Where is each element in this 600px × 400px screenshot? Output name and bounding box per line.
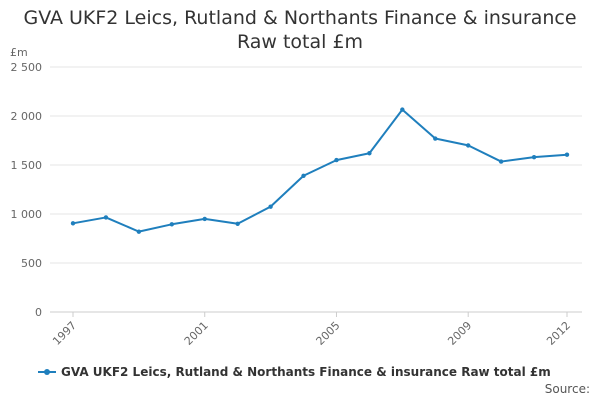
series-group <box>70 107 570 234</box>
x-tick-label: 2009 <box>445 319 474 348</box>
chart-title: GVA UKF2 Leics, Rutland & Northants Fina… <box>0 6 600 54</box>
data-point[interactable] <box>498 159 504 164</box>
y-tick-label: 1 500 <box>11 159 43 172</box>
data-point[interactable] <box>531 154 537 160</box>
y-tick-label: 2 500 <box>11 61 43 74</box>
data-point[interactable] <box>301 173 306 178</box>
y-tick-label: 2 000 <box>11 110 43 123</box>
data-point[interactable] <box>268 204 273 209</box>
data-point[interactable] <box>70 221 76 226</box>
data-point[interactable] <box>136 229 142 234</box>
data-point[interactable] <box>334 157 339 163</box>
y-tick-label: 500 <box>21 257 42 270</box>
data-point[interactable] <box>235 221 240 226</box>
x-tick-label: 2001 <box>182 319 211 348</box>
y-tick-label: 1 000 <box>11 208 43 221</box>
chart-title-line2: Raw total £m <box>236 31 364 53</box>
source-label: Source: <box>544 382 590 396</box>
chart-title-line1: GVA UKF2 Leics, Rutland & Northants Fina… <box>23 7 577 29</box>
data-point[interactable] <box>400 107 405 112</box>
data-point[interactable] <box>466 143 471 148</box>
x-tick-label: 1997 <box>50 319 79 348</box>
x-axis-ticks: 1997 2001 2005 2009 2012 <box>50 312 573 348</box>
y-tick-label: 0 <box>35 306 42 319</box>
legend[interactable]: GVA UKF2 Leics, Rutland & Northants Fina… <box>38 365 551 379</box>
grid-lines <box>50 66 582 313</box>
y-axis-label: £m <box>10 46 28 59</box>
legend-label: GVA UKF2 Leics, Rutland & Northants Fina… <box>61 365 551 379</box>
data-point[interactable] <box>367 151 372 156</box>
series-line <box>72 108 568 233</box>
data-point[interactable] <box>169 222 174 227</box>
data-point[interactable] <box>103 215 109 220</box>
data-point[interactable] <box>202 216 207 222</box>
data-point[interactable] <box>433 136 438 141</box>
y-axis-ticks: 0 500 1 000 1 500 2 000 2 500 <box>11 61 43 319</box>
data-point[interactable] <box>564 152 570 157</box>
x-tick-label: 2005 <box>314 319 343 348</box>
x-tick-label: 2012 <box>544 319 573 348</box>
legend-swatch-icon <box>38 367 56 377</box>
